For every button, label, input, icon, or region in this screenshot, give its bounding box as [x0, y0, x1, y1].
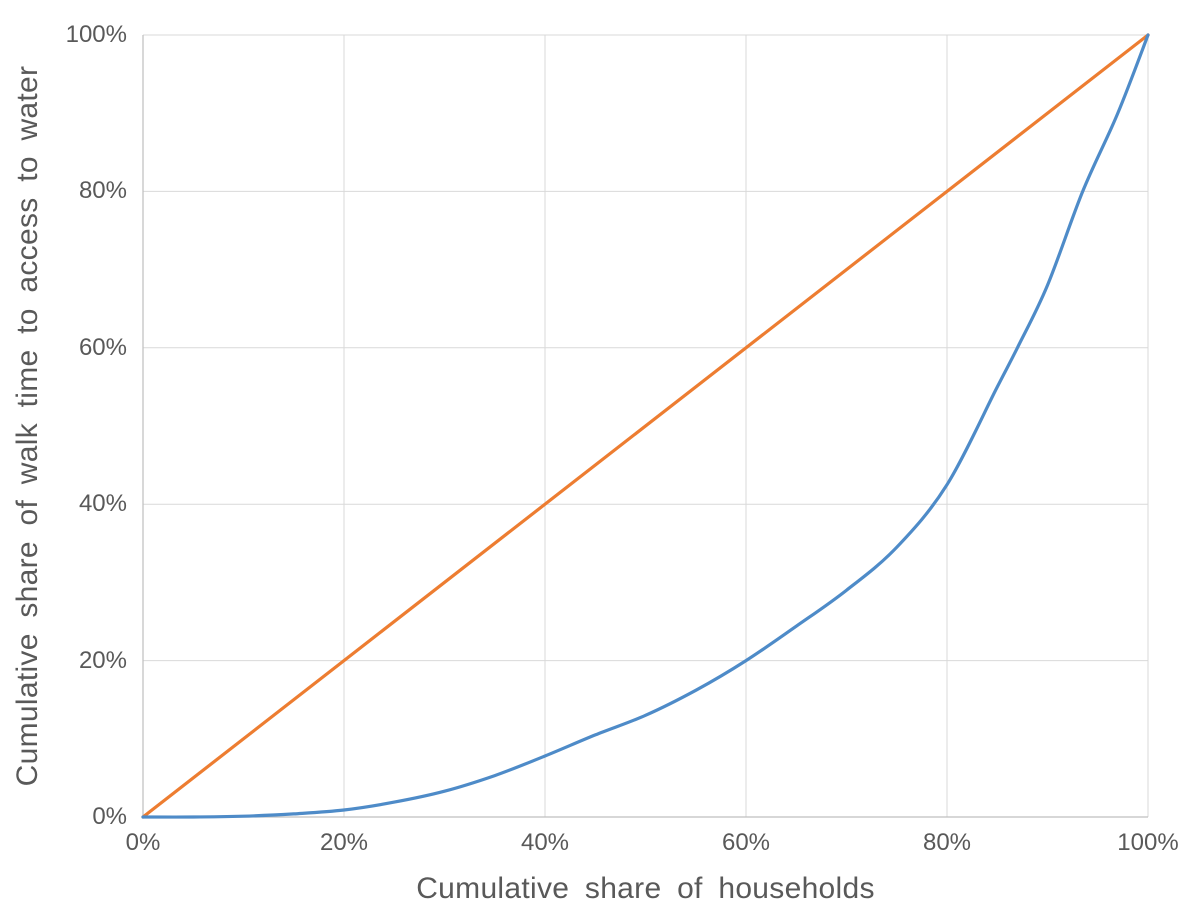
y-axis-title: Cumulative share of walk time to access … [11, 65, 44, 787]
y-tick-label: 40% [78, 490, 127, 518]
x-tick-label: 20% [319, 829, 369, 856]
y-tick-label: 100% [65, 21, 127, 48]
x-tick-label: 100% [1117, 829, 1179, 856]
x-tick-label: 80% [922, 829, 972, 856]
x-tick-label: 60% [721, 829, 771, 856]
y-tick-label: 80% [78, 177, 127, 205]
line-of-equality-series-line [141, 33, 1150, 819]
y-tick-label: 20% [78, 646, 127, 674]
x-axis-title: Cumulative share of households [416, 872, 875, 905]
series-lines [141, 33, 1150, 819]
x-tick-label: 40% [520, 829, 570, 856]
y-tick-label: 0% [92, 803, 127, 830]
y-tick-label: 60% [78, 333, 127, 361]
lorenz-curve-series-line [141, 33, 1150, 819]
x-tick-label: 0% [125, 829, 161, 856]
axis-lines [142, 35, 1148, 818]
